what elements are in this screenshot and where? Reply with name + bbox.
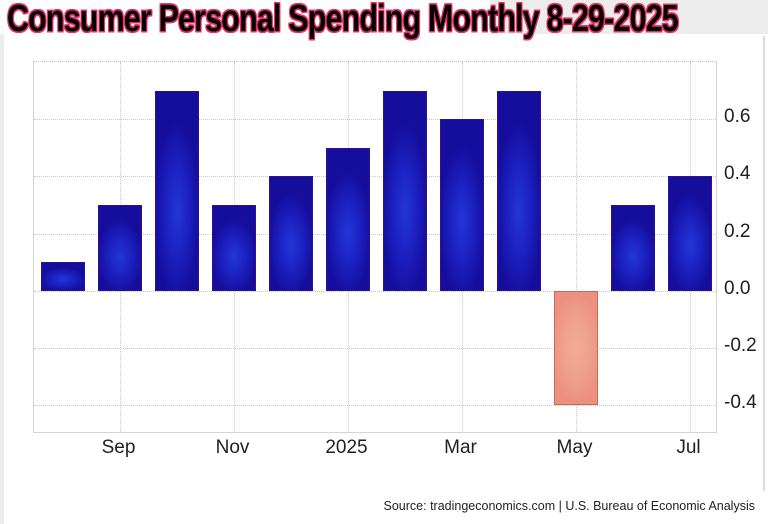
window-left-edge [0, 34, 4, 524]
horizontal-gridline [34, 290, 716, 292]
y-axis-tick-label: 0.2 [724, 220, 751, 242]
horizontal-gridline [34, 119, 716, 121]
bar-jul-2025[interactable] [667, 176, 712, 291]
vertical-gridline [575, 62, 577, 432]
bar-may-2025[interactable] [553, 290, 598, 406]
bar-nov-2024[interactable] [211, 205, 256, 291]
bar-feb-2025[interactable] [382, 90, 427, 291]
bar-jun-2025[interactable] [610, 205, 655, 291]
horizontal-gridline [34, 348, 716, 350]
bar-oct-2024[interactable] [154, 90, 199, 291]
bar-sep-2024[interactable] [97, 205, 142, 291]
bar-jan-2025[interactable] [325, 147, 370, 291]
chart-title: Consumer Personal Spending Monthly 8-29-… [7, 0, 679, 40]
window-right-edge [763, 36, 765, 491]
x-axis-tick-label: Sep [101, 437, 136, 458]
x-axis-tick-label: Nov [215, 437, 250, 458]
y-axis-tick-label: -0.2 [724, 335, 757, 357]
horizontal-gridline [34, 176, 716, 178]
source-attribution: Source: tradingeconomics.com | U.S. Bure… [383, 499, 755, 513]
x-axis-tick-label: Jul [676, 437, 701, 458]
y-axis-tick-label: -0.4 [724, 392, 757, 414]
x-axis-tick-label: Mar [444, 437, 477, 458]
x-axis-tick-label: 2025 [325, 437, 368, 458]
y-axis-tick-label: 0.0 [724, 277, 751, 299]
horizontal-gridline [34, 405, 716, 407]
x-axis-tick-label: May [556, 437, 593, 458]
bar-apr-2025[interactable] [496, 90, 541, 291]
window-corner-background [490, 0, 768, 34]
horizontal-gridline [34, 233, 716, 235]
bar-mar-2025[interactable] [439, 119, 484, 291]
bar-dec-2024[interactable] [268, 176, 313, 291]
y-axis-tick-label: 0.6 [724, 106, 751, 128]
y-axis-tick-label: 0.4 [724, 163, 751, 185]
plot-area [33, 61, 717, 433]
bar-aug-2024[interactable] [40, 262, 85, 291]
